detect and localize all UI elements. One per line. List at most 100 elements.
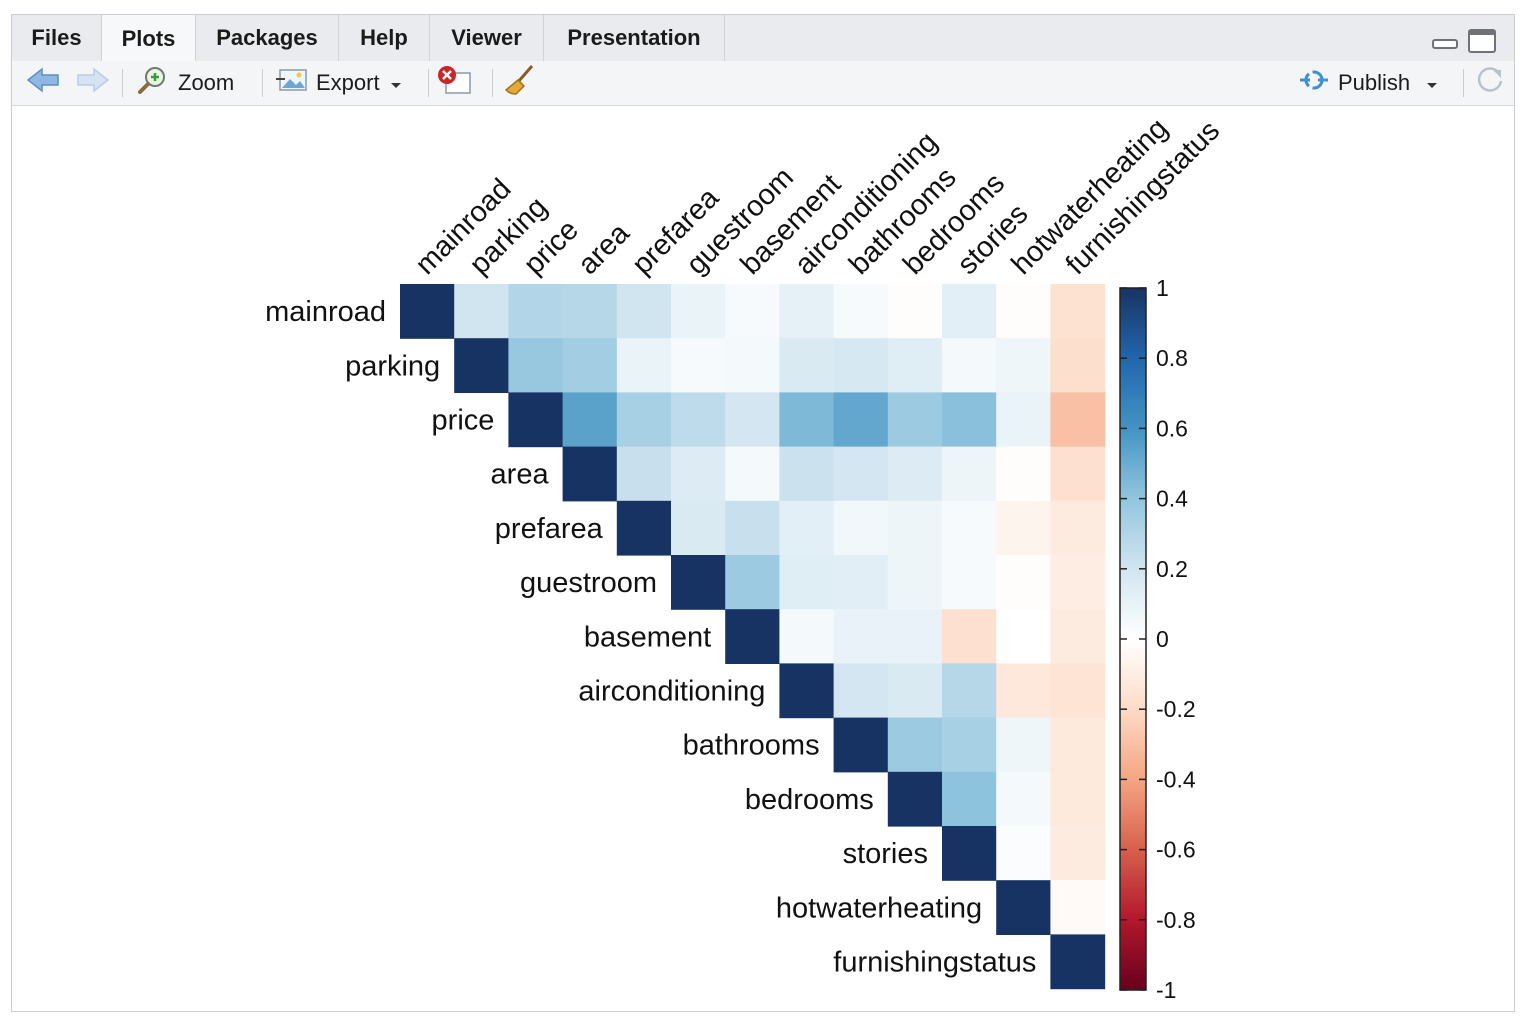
publish-button[interactable]: Publish [1298,61,1438,105]
heatmap-cell-area-prefarea [616,446,672,502]
heatmap-cell-bedrooms-furnishingstatus [1050,771,1106,827]
heatmap-cell-price-basement [725,392,780,448]
row-label-area: area [491,459,550,491]
minimize-icon[interactable] [1432,29,1458,51]
row-label-basement: basement [584,621,711,653]
heatmap-cell-airconditioning-hotwaterheating [996,663,1051,719]
chevron-down-icon [390,70,402,96]
row-label-guestroom: guestroom [520,567,657,599]
heatmap-cell-guestroom-basement [725,555,780,610]
heatmap-cell-prefarea-airconditioning [779,500,835,556]
colorbar-tick-label: -0.8 [1156,907,1196,933]
remove-plot-button[interactable] [436,61,472,105]
heatmap-cell-area-furnishingstatus [1050,446,1106,502]
heatmap-cell-stories-hotwaterheating [996,826,1051,881]
heatmap-cell-mainroad-bathrooms [833,284,889,339]
heatmap-cell-prefarea-bedrooms [887,500,943,556]
toolbar-divider [122,69,123,97]
heatmap-cell-bathrooms-hotwaterheating [996,717,1051,773]
tab-packages[interactable]: Packages [196,15,339,61]
row-label-price: price [432,405,495,437]
heatmap-cell-mainroad-airconditioning [779,284,835,339]
plot-area: mainroad parking price area prefarea guestroo… [12,106,1514,1011]
heatmap-cell-mainroad-mainroad [400,284,455,339]
heatmap-cell-prefarea-furnishingstatus [1050,500,1106,556]
heatmap-cell-hotwaterheating-furnishingstatus [1050,880,1106,935]
toolbar-divider [262,69,263,97]
tab-help[interactable]: Help [339,15,430,61]
heatmap-cell-basement-stories [942,609,997,664]
heatmap-cell-bathrooms-stories [942,717,997,773]
maximize-icon[interactable] [1468,29,1496,53]
heatmap-cell-mainroad-bedrooms [887,284,943,339]
row-label-furnishingstatus: furnishingstatus [833,947,1036,979]
heatmap-cell-parking-prefarea [616,338,672,393]
heatmap-cell-guestroom-hotwaterheating [996,555,1051,610]
heatmap-cell-area-guestroom [671,446,726,502]
row-label-bedrooms: bedrooms [745,784,874,816]
colorbar-tick-label: 0.8 [1156,345,1188,371]
row-label-parking: parking [345,350,440,382]
colorbar-tick-label: -0.4 [1156,766,1196,792]
heatmap-cell-airconditioning-stories [942,663,997,719]
magnifier-icon [138,66,166,100]
row-label-hotwaterheating: hotwaterheating [776,892,982,924]
heatmap-cell-price-area [562,392,618,448]
heatmap-cell-parking-hotwaterheating [996,338,1051,393]
heatmap-cell-basement-hotwaterheating [996,609,1051,664]
publish-icon [1298,67,1330,99]
row-label-mainroad: mainroad [265,296,386,328]
heatmap-cell-area-area [562,446,618,502]
heatmap-cell-prefarea-stories [942,500,997,556]
tab-plots[interactable]: Plots [102,15,196,62]
heatmap-cell-airconditioning-bathrooms [833,663,889,719]
heatmap-cell-guestroom-stories [942,555,997,610]
heatmap-cell-prefarea-basement [725,500,780,556]
heatmap-cell-price-furnishingstatus [1050,392,1106,448]
heatmap-cell-mainroad-area [562,284,618,339]
export-button[interactable]: Export [276,61,402,105]
heatmap-cell-parking-bathrooms [833,338,889,393]
colorbar-tick-label: -1 [1156,977,1176,1003]
refresh-button[interactable] [1474,61,1506,105]
forward-button[interactable] [76,61,110,105]
tab-viewer[interactable]: Viewer [430,15,544,61]
clear-all-button[interactable] [502,61,536,105]
colorbar-tick-label: -0.2 [1156,696,1196,722]
heatmap-cell-stories-furnishingstatus [1050,826,1106,881]
heatmap-cell-basement-bathrooms [833,609,889,664]
arrow-left-icon [26,67,60,99]
heatmap-cell-price-stories [942,392,997,448]
colorbar-tick-label: 0.4 [1156,486,1188,512]
tab-presentation[interactable]: Presentation [544,15,725,61]
heatmap-cell-basement-bedrooms [887,609,943,664]
back-button[interactable] [26,61,60,105]
heatmap-cell-mainroad-price [508,284,564,339]
heatmap-cell-area-bedrooms [887,446,943,502]
heatmap-cell-hotwaterheating-hotwaterheating [996,880,1051,935]
heatmap-cell-airconditioning-furnishingstatus [1050,663,1106,719]
heatmap-cell-parking-guestroom [671,338,726,393]
heatmap-cell-parking-furnishingstatus [1050,338,1106,393]
heatmap-cell-parking-airconditioning [779,338,835,393]
colorbar-tick-label: 0 [1156,626,1169,652]
row-label-airconditioning: airconditioning [578,676,765,708]
colorbar-tick-label: 1 [1156,275,1169,301]
colorbar-tick-label: 0.2 [1156,556,1188,582]
heatmap-cell-airconditioning-bedrooms [887,663,943,719]
heatmap-cell-bedrooms-hotwaterheating [996,771,1051,827]
heatmap-cell-prefarea-guestroom [671,500,726,556]
heatmap-cell-airconditioning-airconditioning [779,663,835,719]
heatmap-cell-mainroad-guestroom [671,284,726,339]
heatmap-cell-parking-basement [725,338,780,393]
heatmap-cell-price-guestroom [671,392,726,448]
heatmap-cell-bathrooms-bathrooms [833,717,889,773]
heatmap-cell-guestroom-bathrooms [833,555,889,610]
heatmap-cell-price-airconditioning [779,392,835,448]
colorbar-tick-label: -0.6 [1156,837,1196,863]
heatmap-cell-prefarea-hotwaterheating [996,500,1051,556]
tab-files[interactable]: Files [12,15,102,61]
zoom-button[interactable]: Zoom [138,61,234,105]
toolbar-divider [492,69,493,97]
heatmap-cell-parking-parking [454,338,509,393]
